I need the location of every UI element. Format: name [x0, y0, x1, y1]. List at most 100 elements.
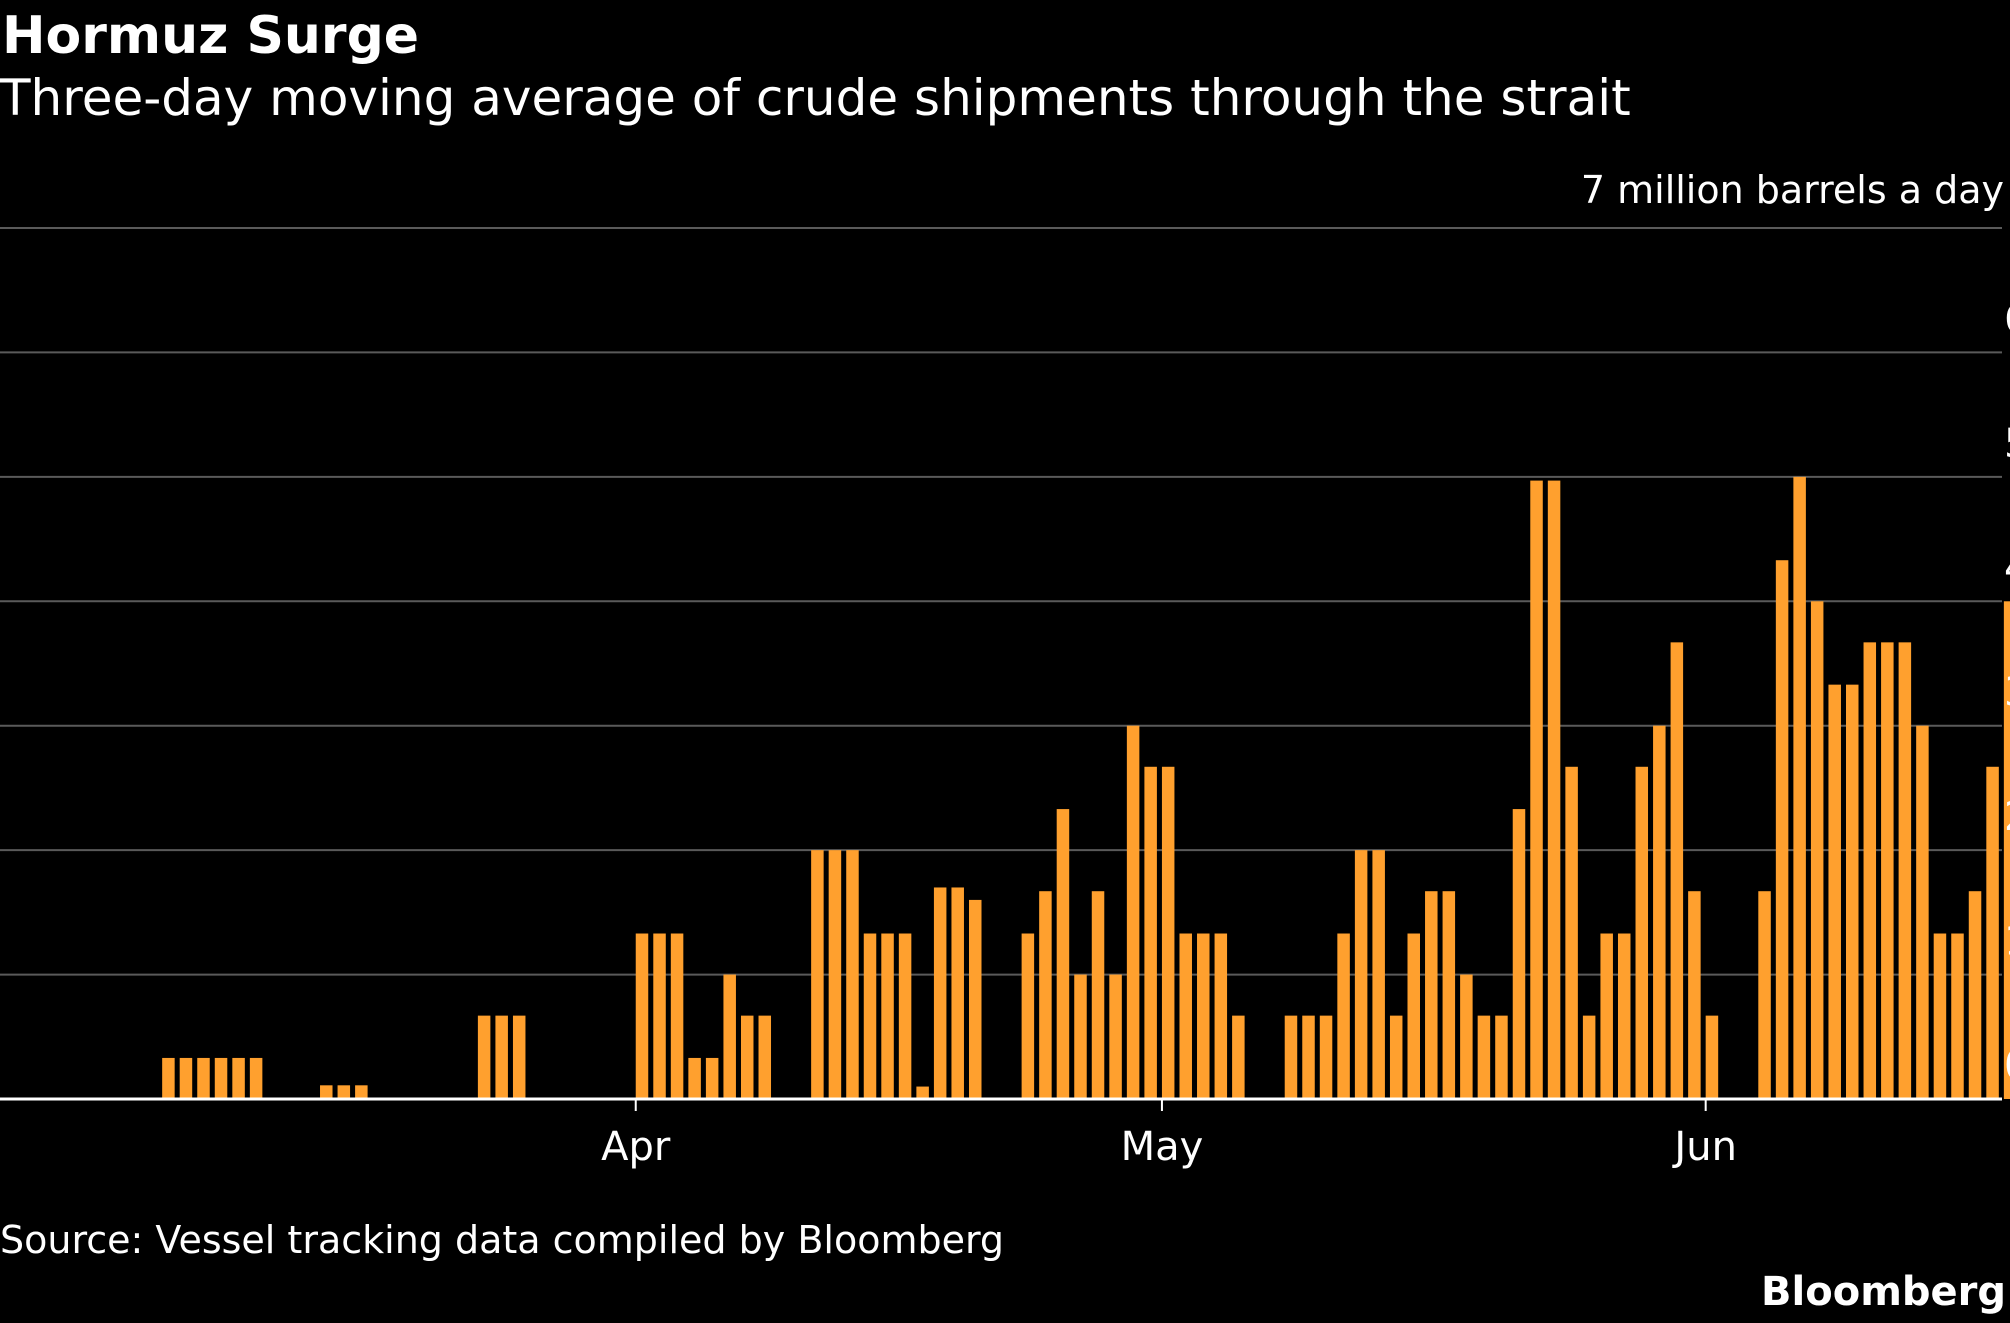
bar — [653, 933, 666, 1099]
bar — [1810, 601, 1824, 1099]
bar — [1933, 933, 1947, 1099]
bar — [1039, 891, 1052, 1099]
brand-logo-text: Bloomberg — [1761, 1269, 2006, 1315]
bar — [1442, 891, 1456, 1099]
bar — [1653, 725, 1666, 1099]
bar — [355, 1085, 368, 1099]
y-tick-label: 4 — [2004, 545, 2010, 591]
bar — [1881, 642, 1894, 1099]
y-tick-label: 2 — [2004, 794, 2010, 840]
bar — [337, 1085, 351, 1099]
bar — [1547, 480, 1561, 1100]
bar — [740, 1015, 754, 1099]
bar — [881, 933, 894, 1099]
x-axis: Apr May Jun — [601, 1099, 1737, 1170]
y-tick-label: 1 — [2004, 919, 2010, 965]
bar — [969, 899, 982, 1099]
bar — [863, 933, 877, 1099]
y-tick-label: 3 — [2004, 670, 2010, 716]
y-tick-label: 0 — [2004, 1043, 2010, 1089]
bar — [1530, 480, 1543, 1100]
bar — [1126, 725, 1140, 1099]
y-axis: 0 1 2 3 4 5 6 — [2004, 296, 2010, 1089]
bar — [1056, 809, 1070, 1099]
bar — [1670, 642, 1684, 1099]
bar — [1179, 933, 1192, 1099]
bar — [916, 1086, 929, 1099]
bar — [1793, 476, 1806, 1099]
source-note: Source: Vessel tracking data compiled by… — [0, 1218, 1005, 1262]
bar — [1425, 891, 1438, 1099]
bar — [1758, 891, 1771, 1099]
bar — [1951, 933, 1964, 1099]
bar — [1284, 1015, 1298, 1099]
bar — [951, 887, 964, 1099]
bar — [320, 1085, 333, 1099]
bar — [1775, 560, 1789, 1099]
bar — [811, 850, 824, 1099]
bar — [1144, 766, 1157, 1099]
bar — [1898, 642, 1912, 1099]
bar — [1091, 891, 1105, 1099]
bar — [1389, 1015, 1403, 1099]
y-tick-label: 5 — [2004, 421, 2010, 467]
bar — [1863, 642, 1877, 1099]
bar — [635, 933, 649, 1099]
bar — [705, 1057, 719, 1099]
bar — [670, 933, 684, 1099]
x-tick-label: Jun — [1671, 1124, 1737, 1170]
bar — [1635, 766, 1649, 1099]
chart-subtitle: Three-day moving average of crude shipme… — [0, 69, 1631, 127]
bar — [1477, 1015, 1491, 1099]
bars — [162, 476, 2010, 1100]
bar — [723, 974, 736, 1099]
bar — [232, 1057, 245, 1099]
bar — [1109, 974, 1122, 1099]
bar — [1617, 933, 1631, 1099]
bar — [162, 1057, 175, 1099]
bar — [214, 1057, 228, 1099]
bar — [1968, 891, 1982, 1099]
bar — [1232, 1015, 1245, 1099]
bar — [512, 1015, 526, 1099]
bar — [197, 1057, 210, 1099]
bar — [1688, 891, 1701, 1099]
bar — [846, 850, 859, 1099]
bar — [1372, 850, 1385, 1099]
bar — [898, 933, 912, 1099]
bar — [1319, 1015, 1333, 1099]
bar — [1916, 725, 1929, 1099]
bar — [249, 1057, 263, 1099]
bar — [1214, 933, 1228, 1099]
bar — [1302, 1015, 1315, 1099]
bar — [1460, 974, 1473, 1099]
bar — [2003, 601, 2010, 1099]
bar — [1197, 933, 1210, 1099]
bar — [1565, 766, 1578, 1099]
unit-label: 7 million barrels a day — [1580, 168, 2004, 212]
bar — [179, 1057, 193, 1099]
y-tick-label: 6 — [2004, 296, 2010, 342]
bar — [1495, 1015, 1508, 1099]
bar — [1828, 684, 1841, 1099]
bar — [495, 1015, 508, 1099]
bar — [1161, 766, 1175, 1099]
bar — [1074, 974, 1087, 1099]
chart-title: Hormuz Surge — [2, 6, 420, 66]
bar — [1600, 933, 1613, 1099]
bar — [688, 1057, 701, 1099]
bar — [1354, 850, 1368, 1099]
bar — [1021, 933, 1035, 1099]
bar — [1705, 1015, 1719, 1099]
bar — [1582, 1015, 1596, 1099]
bar — [1407, 933, 1420, 1099]
bar — [1512, 809, 1526, 1099]
bar — [758, 1015, 772, 1099]
bar — [828, 850, 842, 1099]
bar — [1986, 766, 1999, 1099]
bar — [933, 887, 947, 1099]
bar — [1337, 933, 1350, 1099]
x-tick-label: Apr — [601, 1124, 671, 1170]
x-tick-label: May — [1121, 1124, 1204, 1170]
